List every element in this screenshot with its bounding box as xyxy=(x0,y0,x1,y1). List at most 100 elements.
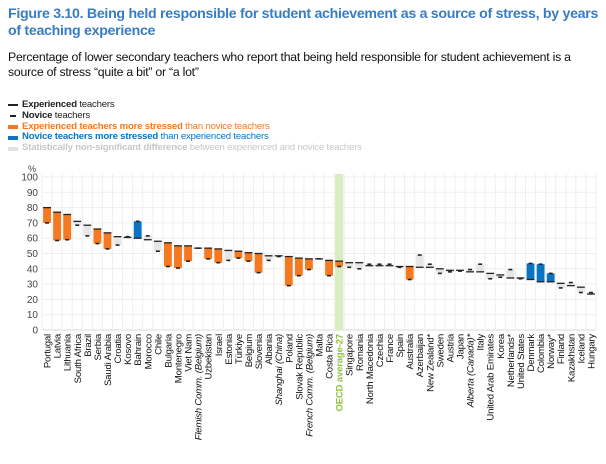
x-tick-label: United States xyxy=(516,334,527,389)
range-bar xyxy=(234,251,243,259)
x-tick-label: Finland xyxy=(556,334,567,364)
range-bar xyxy=(123,236,132,238)
range-bar xyxy=(365,264,374,266)
x-tick-label: OECD average-27 xyxy=(335,334,346,412)
x-tick-label: Malta xyxy=(315,333,326,356)
x-tick-label: Korea xyxy=(496,333,507,358)
x-tick-label: Albania xyxy=(264,333,275,364)
x-tick-label: Norway* xyxy=(546,334,557,369)
y-tick-label: 10 xyxy=(27,310,39,321)
range-bar xyxy=(304,258,313,270)
x-tick-label: Saudi Arabia xyxy=(103,333,114,386)
x-tick-label: United Arab Emirates xyxy=(486,334,497,421)
range-bar xyxy=(103,232,112,249)
legend-item-experienced: Experienced teachers xyxy=(8,99,362,111)
x-tick-label: Türkiye xyxy=(234,334,245,364)
x-tick-label: Morocco xyxy=(143,334,154,369)
range-bar xyxy=(174,245,182,269)
x-tick-label: Brazil xyxy=(83,334,94,357)
range-bar xyxy=(566,282,575,286)
chart-legend: Experienced teachers Novice teachers Exp… xyxy=(8,99,362,154)
x-tick-label: French Comm. (Belgium) xyxy=(304,334,315,437)
range-bar xyxy=(466,269,475,272)
range-bar xyxy=(214,248,223,263)
x-tick-label: Spain xyxy=(395,334,406,358)
x-tick-label: France xyxy=(385,334,396,363)
x-tick-label: Colombia xyxy=(536,333,547,373)
range-bar xyxy=(476,264,485,272)
range-bar xyxy=(486,273,495,279)
x-tick-label: Belgium xyxy=(244,334,255,367)
x-tick-label: Azerbaijan xyxy=(415,334,426,377)
x-tick-label: Estonia xyxy=(224,333,235,364)
figure-subtitle: Percentage of lower secondary teachers w… xyxy=(8,50,571,79)
range-bar xyxy=(315,258,323,260)
range-bar xyxy=(415,255,424,268)
y-tick-label: 20 xyxy=(27,295,39,306)
range-bar xyxy=(405,266,414,280)
x-tick-label: Singapore xyxy=(345,334,356,376)
x-tick-label: Slovenia xyxy=(254,333,265,369)
x-tick-label: Portugal xyxy=(43,334,54,368)
x-tick-label: Netherlands* xyxy=(506,334,517,388)
range-bar xyxy=(576,287,585,293)
range-bar xyxy=(496,274,505,278)
x-tick-label: Bulgaria xyxy=(163,333,174,367)
x-tick-label: Australia xyxy=(405,333,416,369)
x-tick-label: Czechia xyxy=(375,333,386,367)
bars xyxy=(43,206,595,295)
range-bar xyxy=(395,266,404,268)
range-bar xyxy=(425,264,434,268)
x-tick-label: Sweden xyxy=(435,334,446,367)
gridlines xyxy=(41,174,597,331)
x-tick-label: Kosovo xyxy=(123,334,134,365)
x-tick-label: Israel xyxy=(214,334,225,356)
range-bar xyxy=(83,225,92,236)
y-tick-label: 80 xyxy=(27,203,39,214)
y-tick-label: 40 xyxy=(27,264,39,275)
range-bar xyxy=(204,248,213,259)
y-tick-label: 90 xyxy=(27,188,39,199)
legend-label: Statistically non-significant difference… xyxy=(22,142,362,154)
x-axis: Portugal Latvia Lithuania South Africa Brazi… xyxy=(43,333,598,440)
x-tick-label: Alberta (Canada)* xyxy=(466,334,477,409)
x-tick-label: Montenegro xyxy=(173,334,184,383)
range-bar xyxy=(224,250,233,261)
blue-bar-swatch-icon xyxy=(8,135,18,140)
range-bar xyxy=(435,268,444,274)
y-tick-label: 60 xyxy=(27,234,39,245)
short-dash-marker-icon xyxy=(10,115,16,118)
y-axis: 0 10 20 30 40 50 60 70 80 90 100% xyxy=(21,164,38,337)
y-tick-label: 0 xyxy=(32,326,38,337)
range-bar xyxy=(506,269,515,278)
long-dash-marker-icon xyxy=(8,104,18,107)
legend-item-novice: Novice teachers xyxy=(8,109,362,122)
x-tick-label: Viet Nam xyxy=(184,334,195,372)
y-tick-label: 30 xyxy=(27,280,39,291)
range-bar xyxy=(163,242,172,267)
grey-bar-swatch-icon xyxy=(8,146,18,151)
x-tick-label: Croatia xyxy=(113,333,124,363)
x-tick-label: Uzbekistan xyxy=(204,334,215,379)
x-tick-label: Flemish Comm. (Belgium) xyxy=(194,334,205,440)
x-tick-label: Kazakhstan xyxy=(566,334,577,382)
range-bar xyxy=(345,262,354,268)
x-tick-label: Costa Rica xyxy=(325,333,336,379)
oecd-highlight-band xyxy=(335,174,344,330)
range-bar xyxy=(335,261,344,267)
range-bar xyxy=(546,273,555,282)
range-bar xyxy=(93,229,102,244)
x-tick-label: Hungary xyxy=(586,334,597,369)
range-bar xyxy=(53,212,62,241)
x-tick-label: Bahrain xyxy=(133,334,144,366)
x-tick-label: Latvia xyxy=(53,333,64,358)
legend-item-exp-more-stressed: Experienced teachers more stressed than … xyxy=(8,121,362,133)
x-tick-label: New Zealand* xyxy=(425,334,436,392)
y-tick-label: 50 xyxy=(27,249,39,260)
range-bar xyxy=(456,270,464,272)
legend-label: Novice teachers xyxy=(22,109,90,121)
range-bar xyxy=(375,264,384,266)
legend-label: Experienced teachers xyxy=(22,99,115,110)
y-tick-label: 70 xyxy=(27,218,39,229)
x-tick-label: Italy xyxy=(476,334,487,351)
